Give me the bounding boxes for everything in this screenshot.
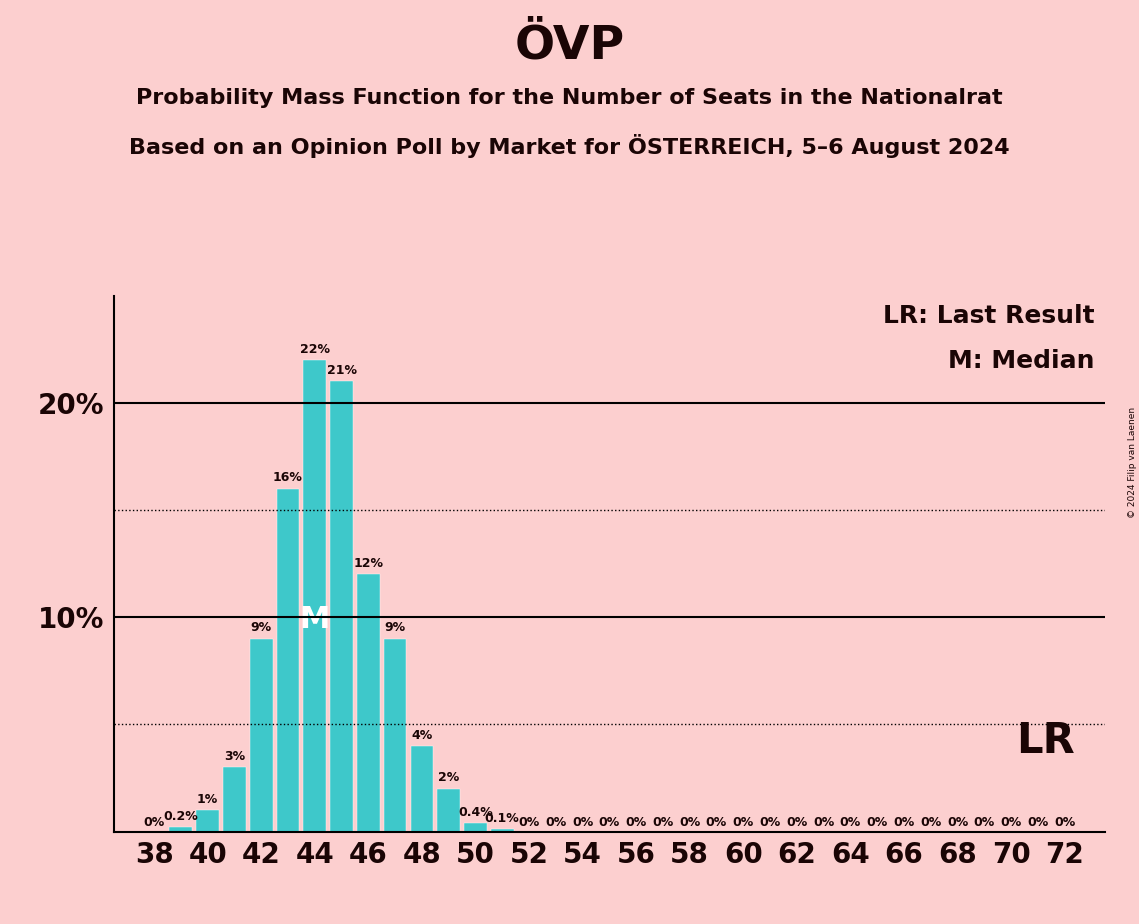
Text: 0%: 0%	[947, 817, 968, 830]
Bar	[277, 489, 300, 832]
Bar	[410, 746, 433, 832]
Text: 1%: 1%	[197, 793, 219, 806]
Text: ÖVP: ÖVP	[515, 23, 624, 68]
Text: 0%: 0%	[1054, 817, 1075, 830]
Text: 3%: 3%	[224, 750, 245, 763]
Text: © 2024 Filip van Laenen: © 2024 Filip van Laenen	[1128, 407, 1137, 517]
Text: 0%: 0%	[625, 817, 647, 830]
Text: 0%: 0%	[572, 817, 593, 830]
Text: LR: LR	[1016, 720, 1075, 762]
Bar	[437, 789, 460, 832]
Bar	[357, 575, 379, 832]
Bar	[384, 638, 407, 832]
Text: 0%: 0%	[760, 817, 780, 830]
Text: 0%: 0%	[893, 817, 915, 830]
Text: 0%: 0%	[974, 817, 995, 830]
Text: 0%: 0%	[839, 817, 861, 830]
Text: 0.4%: 0.4%	[458, 806, 493, 819]
Text: 16%: 16%	[273, 471, 303, 484]
Text: 0%: 0%	[518, 817, 540, 830]
Text: 0%: 0%	[679, 817, 700, 830]
Text: Probability Mass Function for the Number of Seats in the Nationalrat: Probability Mass Function for the Number…	[137, 88, 1002, 108]
Bar	[330, 382, 353, 832]
Text: 9%: 9%	[251, 621, 272, 635]
Text: 2%: 2%	[439, 772, 459, 784]
Text: LR: Last Result: LR: Last Result	[884, 304, 1095, 328]
Bar	[196, 810, 219, 832]
Bar	[249, 638, 272, 832]
Text: M: Median: M: Median	[949, 349, 1095, 373]
Text: 0.1%: 0.1%	[485, 812, 519, 825]
Text: 22%: 22%	[300, 343, 330, 356]
Text: 0%: 0%	[813, 817, 834, 830]
Text: 0.2%: 0.2%	[164, 810, 198, 823]
Text: 12%: 12%	[353, 557, 384, 570]
Text: 4%: 4%	[411, 728, 433, 742]
Text: 0%: 0%	[706, 817, 727, 830]
Bar	[491, 830, 514, 832]
Bar	[223, 767, 246, 832]
Text: 0%: 0%	[732, 817, 754, 830]
Text: 0%: 0%	[653, 817, 673, 830]
Text: 0%: 0%	[546, 817, 566, 830]
Text: 0%: 0%	[599, 817, 620, 830]
Text: 0%: 0%	[144, 817, 165, 830]
Text: 9%: 9%	[385, 621, 405, 635]
Text: 21%: 21%	[327, 364, 357, 377]
Text: 0%: 0%	[867, 817, 887, 830]
Bar	[303, 360, 326, 832]
Bar	[170, 827, 192, 832]
Text: Based on an Opinion Poll by Market for ÖSTERREICH, 5–6 August 2024: Based on an Opinion Poll by Market for Ö…	[129, 134, 1010, 158]
Text: M: M	[300, 605, 330, 634]
Bar	[464, 823, 486, 832]
Text: 0%: 0%	[1000, 817, 1022, 830]
Text: 0%: 0%	[786, 817, 808, 830]
Text: 0%: 0%	[1027, 817, 1049, 830]
Text: 0%: 0%	[920, 817, 941, 830]
